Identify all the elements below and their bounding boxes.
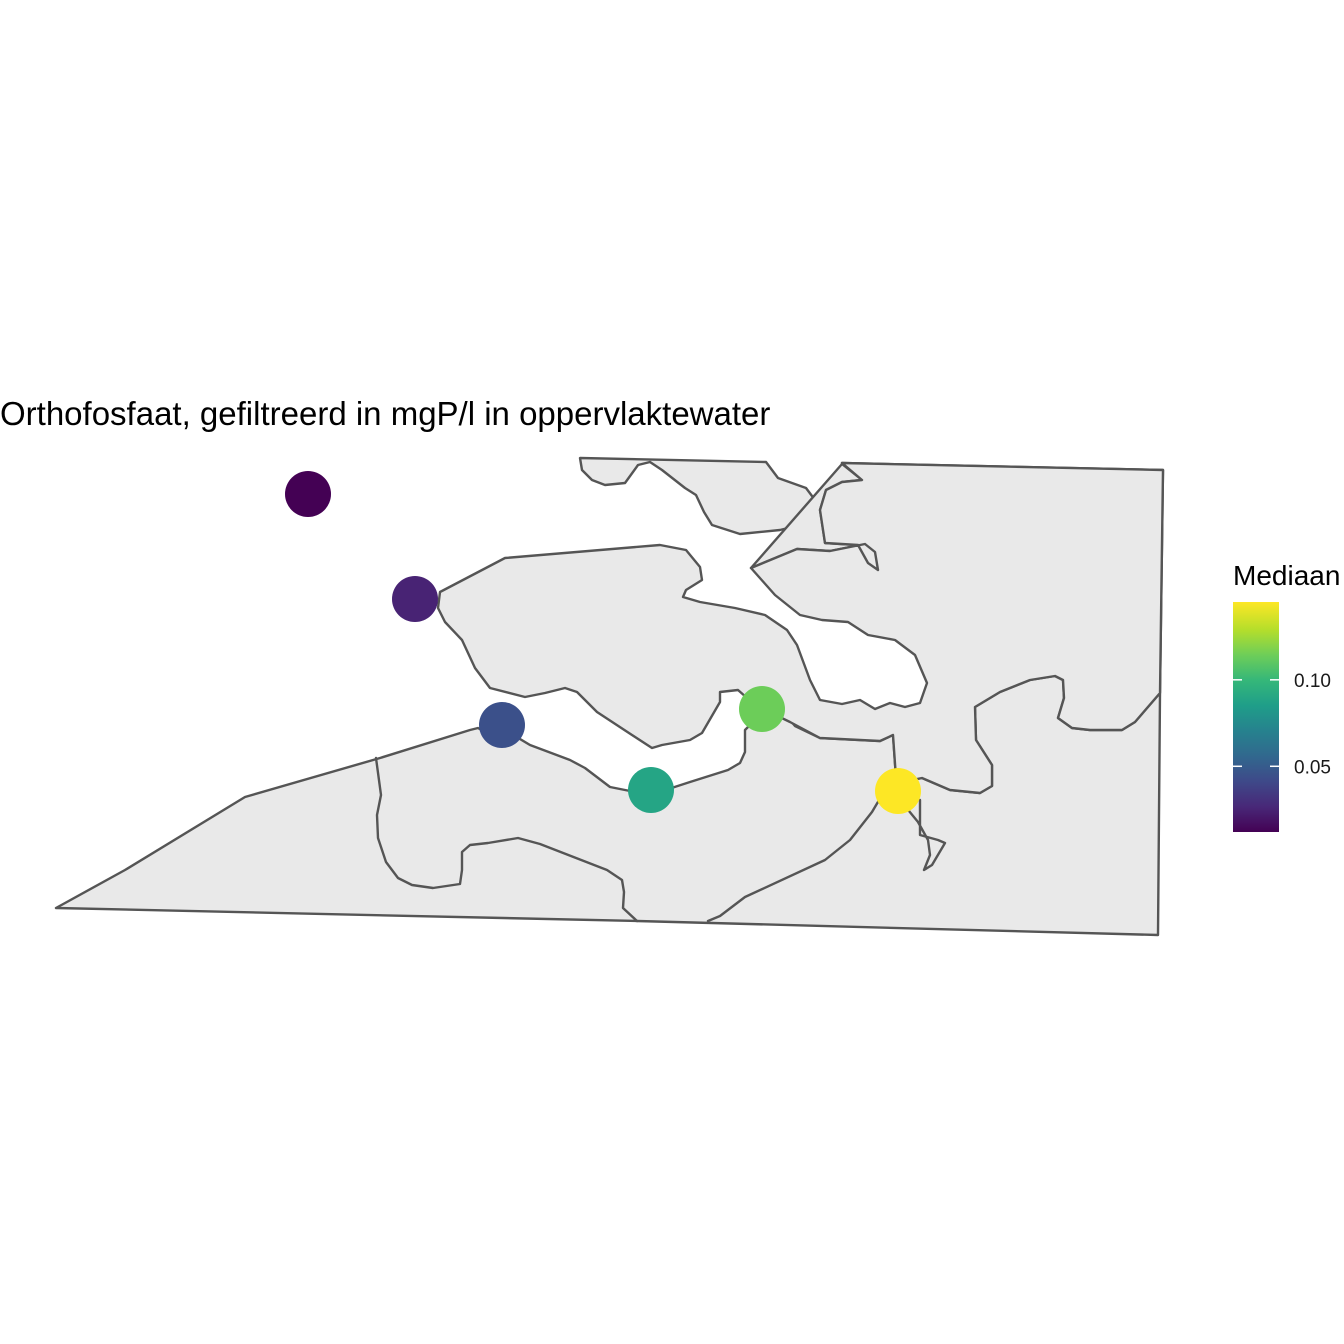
measurement-point-6: [875, 768, 921, 814]
map-borders: [374, 756, 947, 923]
measurement-point-3: [479, 702, 525, 748]
measurement-point-5: [739, 686, 785, 732]
legend-colorbar: [1233, 602, 1279, 832]
measurement-points: [285, 471, 921, 814]
legend: Mediaan 0.05 0.10: [1233, 560, 1340, 832]
legend-tick-label-2: 0.10: [1294, 671, 1331, 692]
land-peninsula-east: [436, 461, 1165, 795]
chart-title: Orthofosfaat, gefiltreerd in mgP/l in op…: [0, 395, 770, 432]
land-north-east: [578, 456, 817, 536]
legend-title: Mediaan: [1233, 560, 1340, 591]
border-east: [706, 788, 947, 923]
measurement-point-2: [392, 576, 438, 622]
border-west: [374, 756, 639, 923]
measurement-point-4: [628, 767, 674, 813]
legend-ticks: 0.05 0.10: [1233, 671, 1331, 778]
measurement-point-1: [285, 471, 331, 517]
map-land: [54, 456, 1165, 937]
legend-tick-label-1: 0.05: [1294, 757, 1331, 778]
